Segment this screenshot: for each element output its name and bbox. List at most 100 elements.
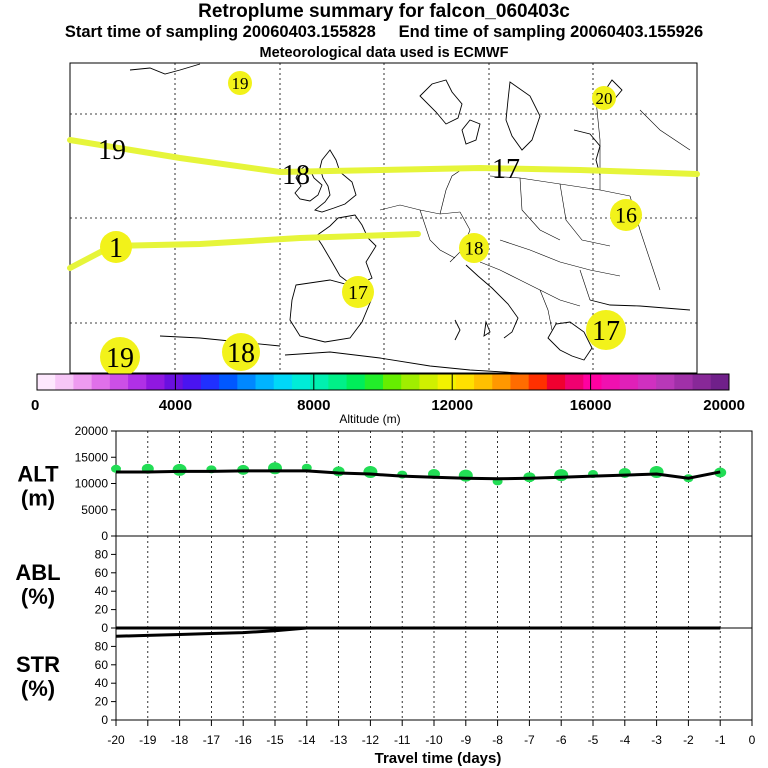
str-series [115, 626, 721, 638]
chart-title: Retroplume summary for falcon_060403c [198, 1, 570, 22]
colorbar-tick-label: 20000 [703, 397, 745, 414]
x-tick-label: -18 [171, 733, 189, 747]
colorbar-cell [710, 374, 730, 390]
track-north [67, 137, 700, 177]
x-tick-label: -15 [266, 733, 284, 747]
map-marker-circle [100, 337, 140, 377]
map-label: 19 [106, 343, 134, 374]
colorbar-cell [601, 374, 621, 390]
map-marker-circle [342, 276, 374, 308]
colorbar-cell [419, 374, 439, 390]
x-tick-label: -14 [298, 733, 316, 747]
colorbar-cell [383, 374, 402, 390]
vertical-gridlines [147, 431, 721, 720]
x-tick-label: -2 [683, 733, 694, 747]
map-label: 1 [109, 233, 123, 264]
alt-point [363, 465, 378, 478]
x-tick-label: -6 [556, 733, 567, 747]
colorbar-cell [692, 374, 712, 390]
x-tick-label: -9 [460, 733, 471, 747]
y-tick-label: 0 [101, 529, 108, 543]
colorbar-cell [237, 374, 256, 390]
colorbar-cells [37, 374, 730, 390]
colorbar-tick-label: 8000 [297, 397, 330, 414]
panel-ylabel-unit: (%) [21, 584, 55, 609]
map-marker-circle [228, 71, 252, 95]
map-label: 17 [592, 316, 620, 347]
x-tick-label: -5 [588, 733, 599, 747]
panel-ylabels: ALT(m)ABL(%)STR(%) [15, 462, 60, 702]
map-label: 18 [282, 160, 310, 191]
colorbar-cell [291, 374, 311, 390]
colorbar-tick-label: 0 [31, 397, 39, 414]
colorbar-cell [364, 374, 384, 390]
x-tick-label: -16 [235, 733, 253, 747]
map-marker-circle [459, 233, 489, 263]
y-tick-label: 10000 [75, 477, 109, 491]
colorbar-cell [73, 374, 93, 390]
map-label: 19 [98, 135, 126, 166]
colorbar-cell [510, 374, 530, 390]
alt-median-line [116, 469, 721, 481]
colorbar-cell [182, 374, 202, 390]
y-tick-label: 15000 [75, 450, 109, 464]
colorbar-cell [401, 374, 420, 390]
borders [379, 99, 691, 331]
colorbar-cell [109, 374, 129, 390]
y-tick-label: 20 [95, 695, 109, 709]
map-marker-circle [100, 231, 132, 263]
x-tick-label: -1 [715, 733, 726, 747]
x-tick-label: -19 [139, 733, 157, 747]
x-axis-title: Travel time (days) [375, 750, 502, 767]
y-tick-label: 5000 [81, 503, 108, 517]
map-labels: 19 20 19 18 17 16 1 18 17 17 19 18 [98, 71, 642, 377]
x-tick-label: -4 [619, 733, 630, 747]
y-tick-label: 40 [95, 676, 109, 690]
y-tick-label: 20 [95, 603, 109, 617]
x-axis: -20 -19 -18 -17 -16 -15 -14 -13 -12 -11 -10 -9 -8 -7-… [107, 720, 756, 747]
colorbar-cell [546, 374, 566, 390]
track-south [67, 231, 421, 271]
colorbar-cell [310, 374, 329, 390]
colorbar-cell [528, 374, 548, 390]
colorbar-cell [455, 374, 475, 390]
y-tick-label: 60 [95, 566, 109, 580]
map-label: 18 [465, 239, 484, 260]
colorbar-cell [583, 374, 602, 390]
colorbar-cell [637, 374, 657, 390]
map-marker-circle [586, 310, 626, 350]
colorbar-cell [565, 374, 584, 390]
panel-ylabel: STR [16, 652, 60, 677]
x-tick-label: 0 [749, 733, 756, 747]
colorbar-title: Altitude (m) [339, 412, 400, 426]
x-tick-label: -3 [651, 733, 662, 747]
colorbar-cell [346, 374, 366, 390]
colorbar-cell [146, 374, 165, 390]
map-label: 17 [348, 282, 368, 304]
colorbar-cell [55, 374, 74, 390]
colorbar-cell [128, 374, 147, 390]
y-axes: 20000 15000 10000 5000 0 80 60 40 20 0 80 60 40 20 0 [75, 424, 116, 727]
panel-ylabel: ALT [17, 462, 59, 487]
colorbar-cell [328, 374, 347, 390]
x-tick-label: -17 [203, 733, 221, 747]
start-time-label: Start time of sampling 20060403.155828 [64, 23, 376, 41]
x-tick-label: -20 [107, 733, 125, 747]
alt-point [554, 469, 569, 482]
map-marker-circle [222, 333, 260, 371]
colorbar-cell [437, 374, 457, 390]
x-tick-label: -7 [524, 733, 535, 747]
sampling-times: Start time of sampling 20060403.155828 E… [0, 23, 768, 42]
colorbar-cell [255, 374, 275, 390]
map-label: 16 [615, 203, 637, 228]
map-marker-circle [610, 199, 642, 231]
x-tick-label: -10 [425, 733, 443, 747]
y-tick-label: 80 [95, 547, 109, 561]
map-label: 19 [232, 74, 249, 93]
map-label: 17 [492, 154, 520, 185]
map-gridlines [70, 63, 697, 373]
colorbar-cell [91, 374, 111, 390]
map-label: 18 [227, 338, 255, 369]
panel-ylabel-unit: (%) [21, 676, 55, 701]
str-line [115, 626, 721, 638]
